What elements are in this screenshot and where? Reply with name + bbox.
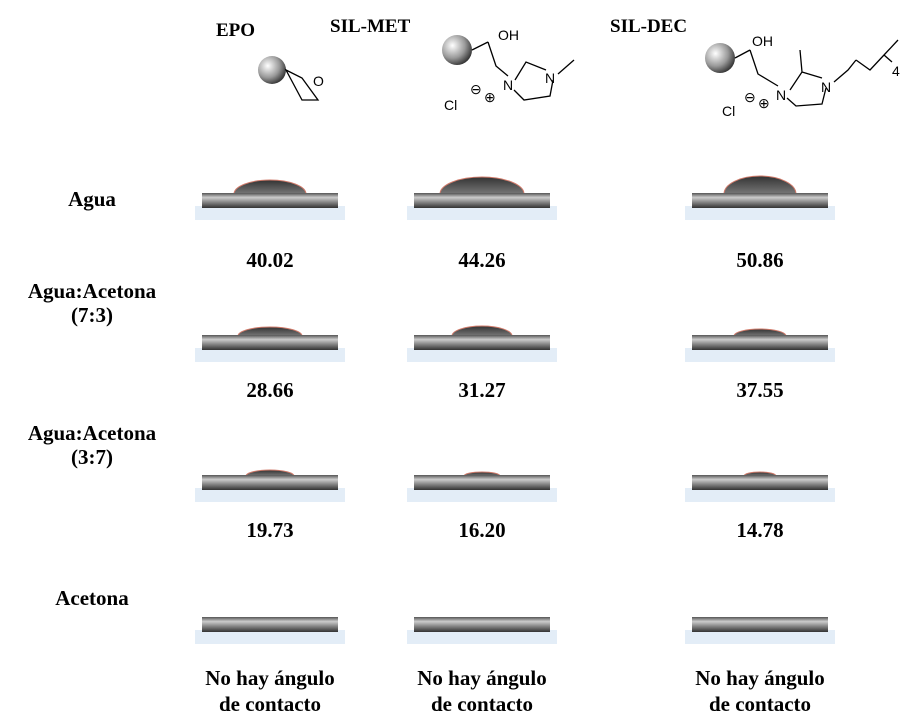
cell-value: 44.26	[458, 248, 505, 272]
droplet	[451, 325, 513, 337]
cell-value: 14.78	[736, 518, 783, 542]
cell-value: 28.66	[246, 378, 293, 402]
droplet	[237, 326, 303, 337]
sphere	[258, 56, 286, 84]
atom: N	[545, 70, 555, 86]
structure-sil-dec: OH N N 4 Cl ⊖ ⊕	[705, 33, 900, 119]
charge: ⊕	[758, 95, 770, 111]
cell-value: 31.27	[458, 378, 505, 402]
structure-sil-met: OH N N Cl ⊖ ⊕	[442, 27, 575, 113]
droplet	[439, 176, 525, 195]
stage	[685, 488, 835, 502]
substrate	[692, 617, 828, 632]
bond	[557, 59, 575, 75]
substrate	[414, 335, 550, 350]
bond	[734, 49, 779, 87]
cell-value: 40.02	[246, 248, 293, 272]
stage	[407, 630, 557, 644]
droplet	[245, 469, 295, 477]
substrate	[202, 617, 338, 632]
droplet	[233, 179, 307, 195]
substrate	[692, 193, 828, 208]
bond	[833, 39, 899, 83]
column-header: SIL-DEC	[610, 16, 687, 37]
sphere	[705, 43, 735, 73]
charge: ⊕	[484, 89, 496, 105]
column-header: SIL-MET	[330, 16, 411, 37]
atom: O	[313, 73, 324, 89]
atom: Cl	[444, 97, 457, 113]
row-label: Agua:Acetona	[28, 279, 157, 303]
stage	[195, 630, 345, 644]
droplet	[733, 328, 787, 337]
structure-epo: O	[258, 56, 324, 101]
cell-value: 19.73	[246, 518, 293, 542]
stage	[407, 348, 557, 362]
bond	[284, 68, 320, 101]
stage	[195, 206, 345, 220]
row-label: Agua:Acetona	[28, 421, 157, 445]
column-header: EPO	[216, 20, 255, 41]
atom: N	[821, 79, 831, 95]
bond	[786, 49, 827, 107]
cell-value: No hay ángulo	[417, 666, 547, 690]
sphere	[442, 35, 472, 65]
substrate	[414, 617, 550, 632]
row-label: (7:3)	[71, 303, 113, 327]
cell-value: No hay ángulo	[695, 666, 825, 690]
stage	[407, 488, 557, 502]
cell-value: de contacto	[219, 692, 321, 715]
cell-value: 37.55	[736, 378, 783, 402]
cell-value: de contacto	[709, 692, 811, 715]
atom: OH	[752, 33, 773, 49]
substrate	[202, 475, 338, 490]
substrate	[414, 475, 550, 490]
stage	[685, 630, 835, 644]
atom: N	[776, 87, 786, 103]
stage	[195, 488, 345, 502]
row-label: Acetona	[55, 586, 129, 610]
cell-value: No hay ángulo	[205, 666, 335, 690]
row-label: (3:7)	[71, 445, 113, 469]
cell-value: 16.20	[458, 518, 505, 542]
subscript: 4	[892, 63, 900, 79]
bond	[471, 41, 509, 77]
charge: ⊖	[744, 89, 756, 105]
atom: Cl	[722, 103, 735, 119]
stage	[407, 206, 557, 220]
substrate	[202, 335, 338, 350]
cell-value: de contacto	[431, 692, 533, 715]
substrate	[692, 335, 828, 350]
stage	[195, 348, 345, 362]
substrate	[202, 193, 338, 208]
stage	[685, 206, 835, 220]
substrate	[692, 475, 828, 490]
charge: ⊖	[470, 81, 482, 97]
stage	[685, 348, 835, 362]
bond	[513, 61, 554, 101]
atom: N	[503, 77, 513, 93]
row-label: Agua	[68, 187, 116, 211]
droplet	[723, 175, 797, 195]
substrate	[414, 193, 550, 208]
cell-value: 50.86	[736, 248, 783, 272]
atom: OH	[498, 27, 519, 43]
